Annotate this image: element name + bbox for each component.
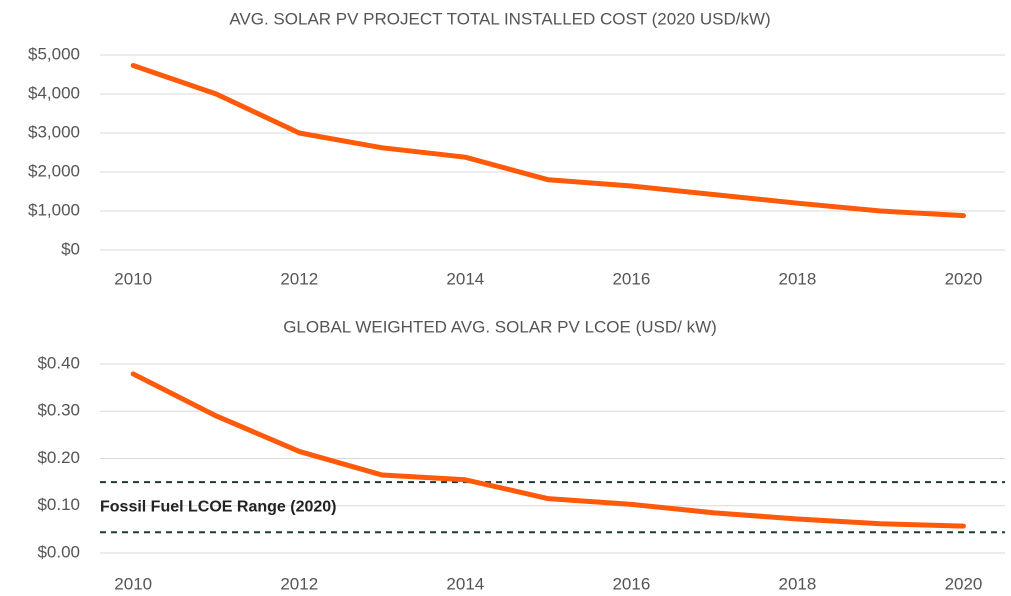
x-tick-label: 2010 (114, 574, 152, 593)
x-tick-label: 2018 (779, 269, 817, 288)
y-tick-label: $1,000 (28, 200, 80, 219)
y-tick-label: $2,000 (28, 161, 80, 180)
series-line (130, 371, 966, 529)
y-tick-label: $4,000 (28, 83, 80, 102)
x-tick-label: 2016 (612, 574, 650, 593)
x-tick-label: 2016 (612, 269, 650, 288)
x-tick-label: 2014 (446, 574, 484, 593)
x-tick-label: 2012 (280, 269, 318, 288)
x-tick-label: 2010 (114, 269, 152, 288)
x-tick-label: 2012 (280, 574, 318, 593)
x-tick-label: 2014 (446, 269, 484, 288)
y-tick-label: $0.10 (37, 495, 80, 514)
chart-title: GLOBAL WEIGHTED AVG. SOLAR PV LCOE (USD/… (283, 317, 717, 336)
y-tick-label: $0.40 (37, 353, 80, 372)
y-tick-label: $0.20 (37, 448, 80, 467)
annotation: Fossil Fuel LCOE Range (2020) (100, 498, 337, 515)
x-tick-label: 2020 (945, 269, 983, 288)
y-tick-label: $0.00 (37, 542, 80, 561)
chart-title: AVG. SOLAR PV PROJECT TOTAL INSTALLED CO… (229, 9, 770, 28)
y-tick-label: $0.30 (37, 401, 80, 420)
y-tick-label: $5,000 (28, 44, 80, 63)
series-line (130, 63, 966, 219)
y-tick-label: $0 (61, 239, 80, 258)
x-tick-label: 2018 (779, 574, 817, 593)
y-tick-label: $3,000 (28, 122, 80, 141)
x-tick-label: 2020 (945, 574, 983, 593)
